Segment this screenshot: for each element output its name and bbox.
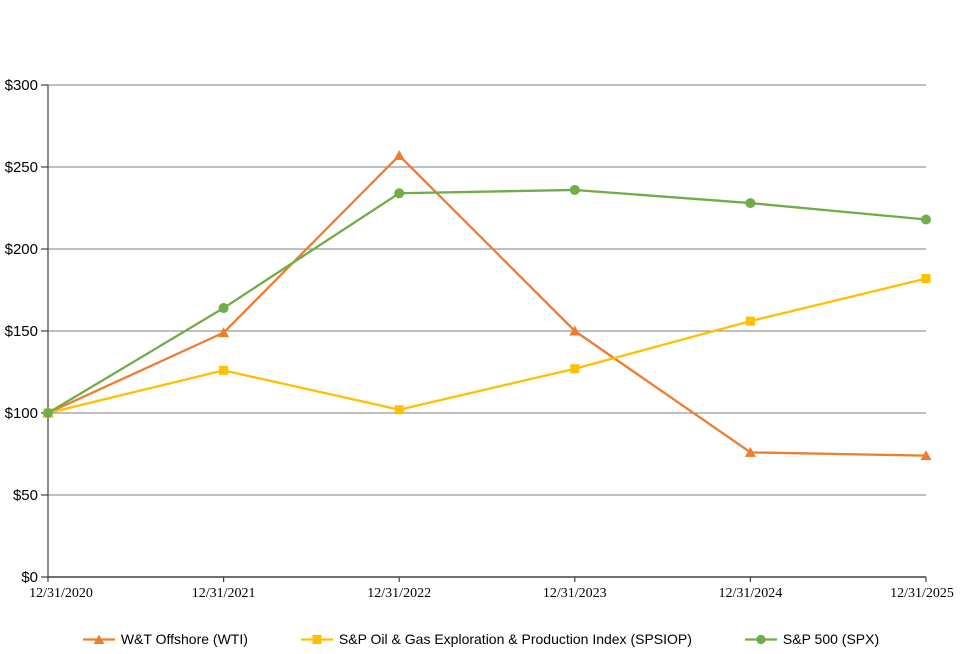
data-point-square (921, 274, 931, 284)
legend-label: S&P Oil & Gas Exploration & Production I… (338, 631, 692, 647)
legend-item-sp-oil-gas-index: S&P Oil & Gas Exploration & Production I… (300, 631, 692, 647)
data-point-triangle (920, 450, 932, 461)
chart-plot-area: $0 $50 $100 $150 $200 $250 $300 12/31/2020 12/31… (5, 77, 954, 601)
legend-label: S&P 500 (SPX) (782, 631, 880, 647)
x-axis-label: 12/31/2021 (192, 586, 256, 601)
y-axis-label: $50 (13, 487, 38, 504)
data-point-circle (921, 214, 931, 225)
chart-legend: W&T Offshore (WTI) S&P Oil & Gas Explora… (0, 629, 961, 649)
series-line-1 (47, 154, 927, 457)
legend-item-sp500: S&P 500 (SPX) (744, 631, 879, 647)
data-point-circle (218, 303, 229, 314)
series-line-3 (47, 188, 927, 414)
x-axis-label: 12/31/2024 (719, 586, 783, 601)
x-axis-label: 12/31/2023 (543, 586, 607, 601)
square-marker-icon (300, 634, 333, 644)
data-point-square (570, 364, 580, 374)
x-axis-label: 12/31/2020 (29, 586, 93, 601)
x-axis-label: 12/31/2025 (890, 586, 954, 601)
y-axis-label: $200 (5, 241, 38, 258)
data-point-triangle (569, 325, 581, 336)
data-point-triangle (218, 327, 230, 338)
data-point-circle (745, 198, 756, 209)
y-axis-label: $250 (5, 159, 38, 176)
data-point-triangle (744, 446, 756, 457)
data-point-triangle (393, 150, 405, 161)
y-axis-label: $100 (5, 405, 38, 422)
series-line-2 (47, 277, 927, 415)
legend-item-wt-offshore: W&T Offshore (WTI) (82, 631, 248, 647)
triangle-marker-icon (82, 634, 115, 644)
data-point-circle (43, 408, 53, 418)
data-point-circle (394, 188, 405, 199)
x-axis-label: 12/31/2022 (367, 586, 431, 601)
legend-label: W&T Offshore (WTI) (120, 631, 248, 647)
data-point-circle (569, 184, 580, 195)
data-point-square (219, 365, 229, 375)
circle-marker-icon (744, 634, 777, 644)
data-point-square (745, 316, 755, 326)
y-axis-label: $0 (21, 569, 38, 586)
y-axis-label: $150 (5, 323, 38, 340)
data-point-square (394, 405, 404, 415)
y-axis-label: $300 (5, 77, 38, 94)
